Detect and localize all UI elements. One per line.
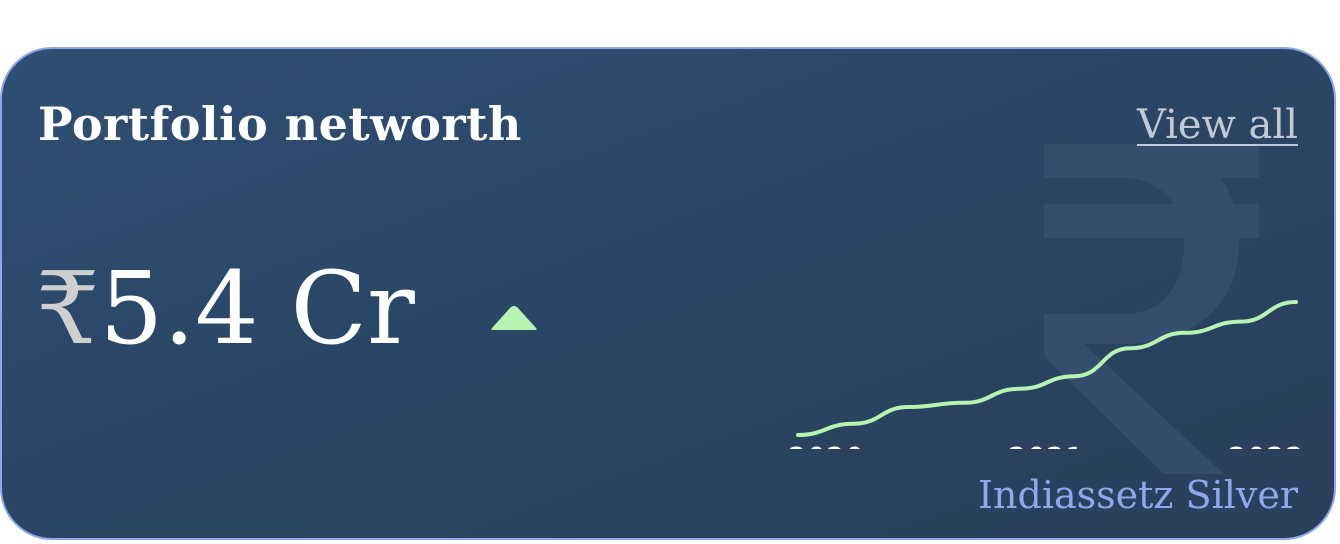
portfolio-networth-card: Portfolio networth View all ₹5.4 Cr 2020… — [0, 47, 1336, 540]
rupee-watermark-icon — [1044, 144, 1259, 474]
networth-amount: 5.4 Cr — [99, 250, 415, 367]
view-all-link[interactable]: View all — [1136, 102, 1298, 148]
networth-trend-chart: 2020 2021 2022 — [788, 300, 1304, 449]
trend-up-icon — [491, 306, 537, 330]
card-title: Portfolio networth — [38, 97, 522, 151]
x-tick-label-2020: 2020 — [788, 442, 864, 449]
membership-tier-label: Indiassetz Silver — [978, 473, 1298, 517]
networth-value: ₹5.4 Cr — [36, 249, 415, 369]
trend-line — [796, 300, 1298, 437]
currency-symbol: ₹ — [36, 250, 100, 367]
x-tick-label-2022: 2022 — [1228, 442, 1304, 449]
x-tick-label-2021: 2021 — [1008, 442, 1084, 449]
